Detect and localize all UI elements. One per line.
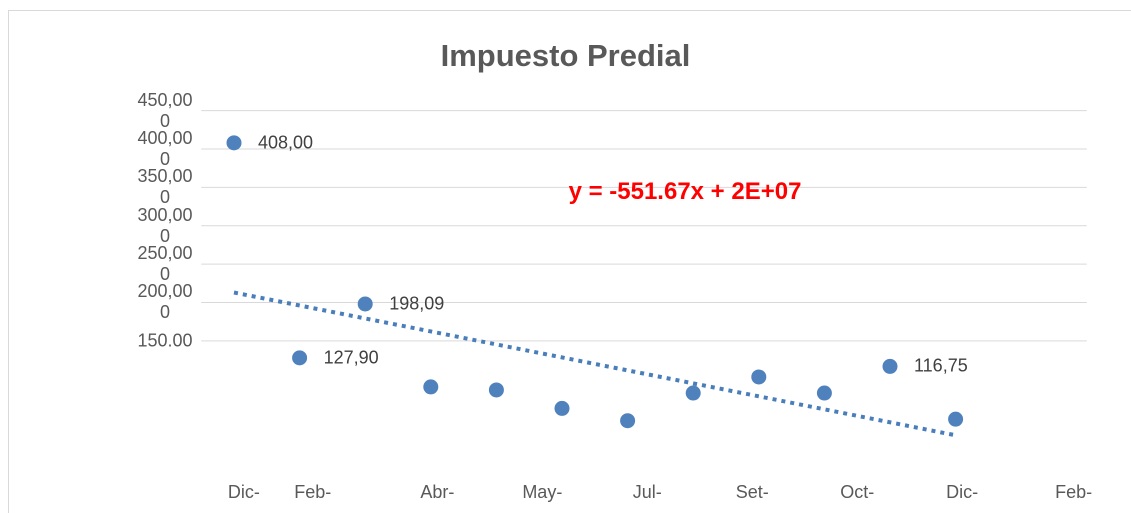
y-tick-label: 200,000	[137, 281, 193, 323]
trendline-equation: y = -551.67x + 2E+07	[568, 178, 802, 205]
data-point	[685, 385, 701, 401]
x-tick-label: Dic-	[946, 482, 979, 502]
data-point	[948, 411, 964, 427]
x-tick-label: Feb-	[1055, 482, 1093, 502]
x-tick-label: May-	[522, 482, 563, 502]
chart-title: Impuesto Predial	[440, 38, 691, 73]
y-tick-label: 350,000	[137, 166, 193, 208]
x-tick-label: Abr-	[420, 482, 455, 502]
data-label: 408,00	[258, 132, 314, 153]
y-tick-label: 400,000	[137, 127, 193, 169]
data-label: 198,09	[389, 293, 445, 314]
data-point	[423, 379, 439, 395]
x-tick-label: Dic-	[227, 482, 260, 502]
data-point	[620, 413, 636, 429]
x-tick-label: Feb-	[294, 482, 332, 502]
chart-border	[8, 10, 1131, 513]
data-point	[292, 350, 308, 366]
data-label: 127,90	[323, 347, 379, 368]
data-label: 116,75	[914, 355, 968, 376]
data-point	[357, 296, 373, 312]
x-tick-label: Set-	[735, 482, 769, 502]
data-point	[816, 385, 832, 401]
data-point	[488, 382, 504, 398]
y-tick-label: 450,000	[137, 89, 193, 131]
data-point	[751, 369, 767, 385]
trendline	[233, 290, 956, 438]
data-point	[882, 358, 898, 374]
y-tick-label: 150.00	[137, 330, 193, 351]
data-point	[226, 135, 242, 151]
x-tick-label: Jul-	[632, 482, 662, 502]
y-tick-label: 250,000	[137, 243, 193, 285]
y-tick-label: 300,000	[137, 204, 193, 246]
x-tick-label: Oct-	[840, 482, 875, 502]
data-point	[554, 400, 570, 416]
